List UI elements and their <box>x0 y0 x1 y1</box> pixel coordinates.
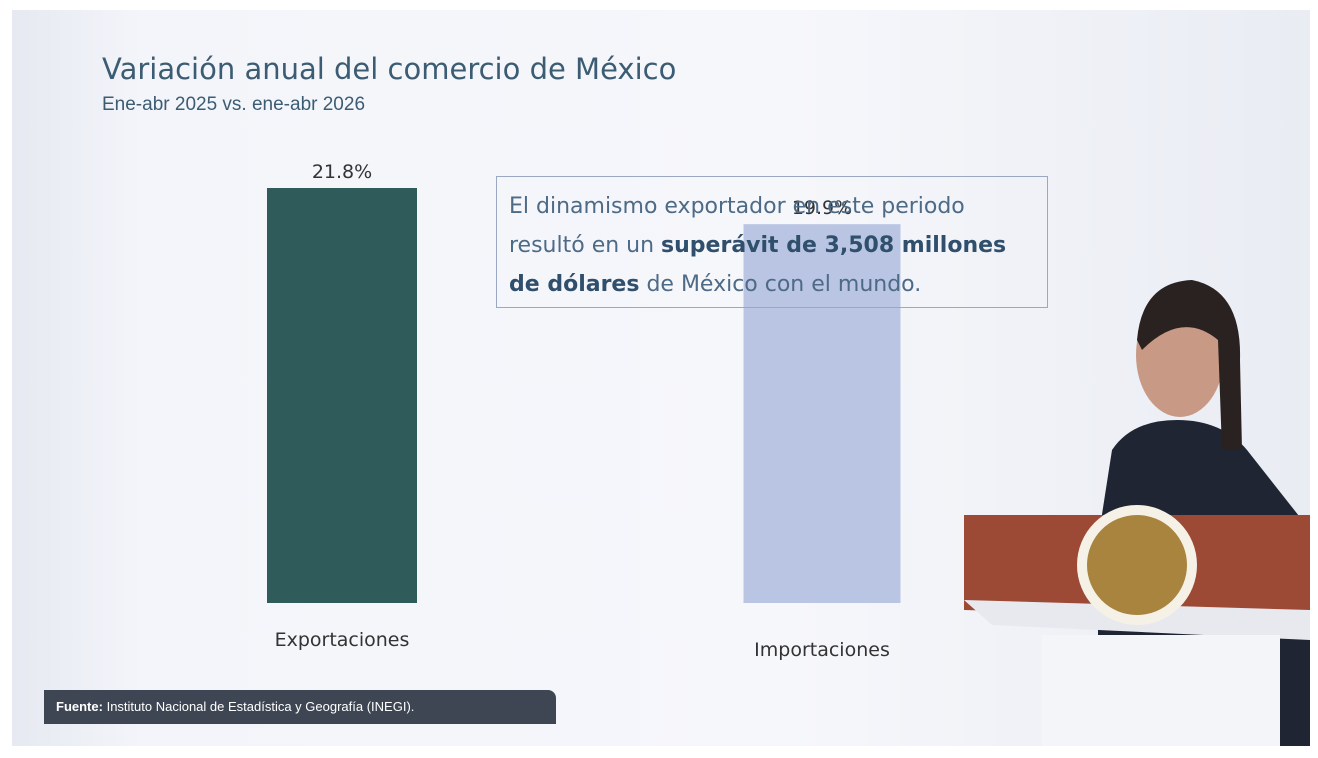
chart-subtitle: Ene-abr 2025 vs. ene-abr 2026 <box>102 94 366 115</box>
podium-base <box>1042 635 1280 746</box>
chart: Importaciones 19.9% Exportaciones 21.8% <box>267 161 1310 746</box>
value-label: 21.8% <box>312 161 372 183</box>
bar <box>267 188 417 603</box>
source-text: Instituto Nacional de Estadística y Geog… <box>106 699 415 714</box>
speaker-hair <box>1137 280 1242 450</box>
speaker <box>964 280 1310 746</box>
source: Fuente: Instituto Nacional de Estadístic… <box>44 690 556 724</box>
value-label: 19.9% <box>792 197 852 219</box>
x-tick-label: Exportaciones <box>275 629 410 651</box>
chart-title: Variación anual del comercio de México <box>102 52 677 86</box>
seal <box>1087 515 1187 615</box>
x-tick-label: Importaciones <box>754 639 890 661</box>
annotation-bold: superávit de 3,508 millones de dólares <box>509 233 1007 297</box>
annotation: El dinamismo exportador en este periodo … <box>496 176 1048 308</box>
annotation-text: de México con el mundo. <box>639 272 922 297</box>
annotation-text: El dinamismo exportador en este periodo … <box>509 194 965 258</box>
screen: Importaciones 19.9% Exportaciones 21.8% Var… <box>12 10 1310 746</box>
source-label: Fuente: <box>56 699 103 714</box>
bar <box>743 224 901 603</box>
